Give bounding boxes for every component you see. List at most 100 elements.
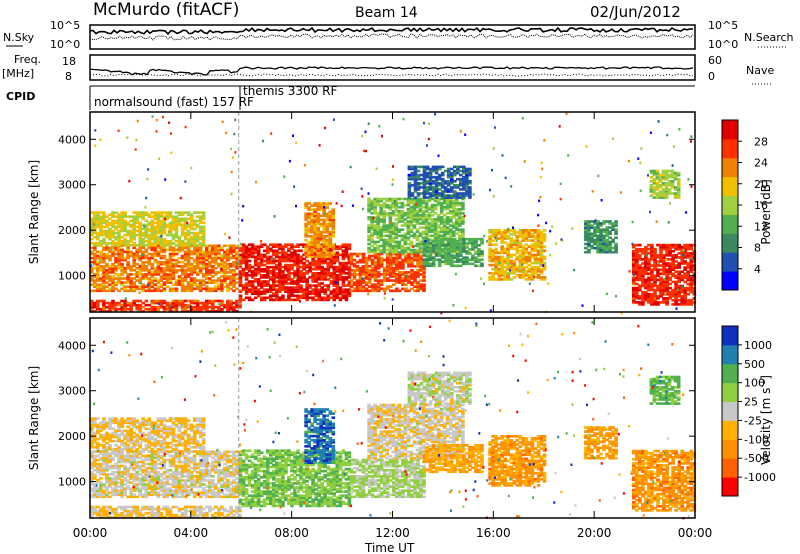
power-echo-region xyxy=(367,197,465,254)
y-tick-label: 3000 xyxy=(58,385,86,398)
y-tick-label: 4000 xyxy=(58,339,86,352)
power-echo-region xyxy=(422,237,484,268)
velocity-echo-region xyxy=(407,371,472,405)
nsearch-tick-top: 10^5 xyxy=(708,19,738,32)
power-echo-region xyxy=(349,252,426,293)
nsky-tick-top: 10^5 xyxy=(50,19,80,32)
nsearch-trace xyxy=(89,33,694,41)
colorbar-swatch xyxy=(722,157,738,178)
velocity-echo-region xyxy=(632,449,697,512)
velocity-colorbar: 1000 500 100 25 -25 -100 -500 -1000 xyxy=(721,325,776,497)
power-echo-region xyxy=(90,244,242,293)
velocity-scatter-echoes xyxy=(90,319,692,520)
freq-tick-top: 18 xyxy=(62,55,76,68)
velocity-echo-region xyxy=(90,450,242,499)
colorbar-tick-label: 12 xyxy=(754,220,768,233)
y-tick-label: 2000 xyxy=(58,224,86,237)
colorbar-swatch xyxy=(722,214,738,234)
nave-label: Nave xyxy=(746,64,774,77)
x-tick-label: 00:00 xyxy=(678,526,713,540)
power-echo-region xyxy=(304,202,336,258)
colorbar-tick-label: 8 xyxy=(754,242,761,255)
power-colorbar: 28 24 20 16 12 8 4 xyxy=(721,119,768,291)
time-axis-label: Time UT xyxy=(364,541,415,554)
nsky-traces xyxy=(89,26,694,41)
cpid-mode-2: themis 3300 RF xyxy=(243,84,337,98)
nsky-tick-bottom: 10^0 xyxy=(50,38,80,51)
velocity-colorbar-label: Velocity [m s-1] xyxy=(758,375,773,465)
beam-title: Beam 14 xyxy=(355,5,418,21)
time-axis: 00:00 04:00 08:00 12:00 16:00 20:00 00:00 xyxy=(73,112,713,540)
velocity-echo-region xyxy=(349,458,426,499)
colorbar-swatch xyxy=(722,252,738,272)
x-tick-label: 04:00 xyxy=(174,526,209,540)
colorbar-tick-label: 100 xyxy=(744,377,765,390)
power-scatter-echoes xyxy=(90,112,695,315)
y-tick-label: 4000 xyxy=(58,133,86,146)
colorbar-tick-label: 1000 xyxy=(744,339,772,352)
y-tick-label: 1000 xyxy=(58,476,86,489)
freq-tick-bottom: 8 xyxy=(65,70,72,83)
power-echo-region xyxy=(90,211,206,247)
nave-tick-top: 60 xyxy=(708,54,722,67)
colorbar-swatch xyxy=(722,477,738,497)
power-panel: 1000 2000 3000 4000 Slant Range [km] 28 24 20… xyxy=(27,111,773,315)
velocity-echo-region xyxy=(649,375,681,405)
velocity-y-axis: 1000 2000 3000 4000 xyxy=(58,339,695,489)
colorbar-swatch xyxy=(722,233,738,253)
colorbar-swatch xyxy=(722,420,738,440)
colorbar-tick-label: 24 xyxy=(754,157,768,170)
colorbar-swatch xyxy=(722,176,738,197)
power-echo-region xyxy=(488,229,547,281)
colorbar-swatch xyxy=(722,382,738,403)
nave-trace xyxy=(89,73,694,77)
colorbar-tick-label: 500 xyxy=(744,358,765,371)
colorbar-swatch xyxy=(722,439,738,459)
velocity-echo-region xyxy=(90,505,242,519)
power-echo-region xyxy=(649,169,681,199)
colorbar-swatch xyxy=(722,271,738,291)
freq-panel: Freq. [MHz] 18 8 60 0 Nave xyxy=(2,53,774,85)
x-tick-label: 08:00 xyxy=(274,526,309,540)
y-tick-label: 2000 xyxy=(58,430,86,443)
colorbar-swatch xyxy=(722,458,738,478)
colorbar-swatch xyxy=(722,138,738,159)
colorbar-swatch xyxy=(722,120,738,140)
velocity-echo-region xyxy=(488,435,547,487)
x-tick-label: 12:00 xyxy=(375,526,410,540)
velocity-echo-region xyxy=(584,426,618,460)
station-title: McMurdo (fitACF) xyxy=(93,0,239,20)
cpid-label: CPID xyxy=(6,90,35,103)
colorbar-swatch xyxy=(722,195,738,215)
colorbar-tick-label: 28 xyxy=(754,135,768,148)
velocity-echo-region xyxy=(238,449,352,508)
power-echo-region xyxy=(632,243,697,306)
colorbar-tick-label: 16 xyxy=(754,199,768,212)
freq-label: Freq. xyxy=(14,53,41,66)
colorbar-swatch xyxy=(722,344,738,365)
freq-unit: [MHz] xyxy=(2,67,34,80)
colorbar-tick-label: -500 xyxy=(744,452,769,465)
power-ylabel: Slant Range [km] xyxy=(27,160,41,264)
x-tick-label: 16:00 xyxy=(476,526,511,540)
freq-traces xyxy=(89,66,694,77)
nave-tick-bottom: 0 xyxy=(708,70,715,83)
nsky-trace xyxy=(89,26,694,36)
colorbar-swatch xyxy=(722,401,738,421)
power-echoes xyxy=(90,112,697,315)
velocity-echo-region xyxy=(90,417,206,453)
velocity-panel: 1000 2000 3000 4000 Slant Range [km] 1000 50… xyxy=(27,317,776,520)
colorbar-tick-label: -100 xyxy=(744,433,769,446)
velocity-echoes xyxy=(90,318,697,520)
colorbar-tick-label: -1000 xyxy=(744,471,776,484)
y-tick-label: 1000 xyxy=(58,270,86,283)
cpid-panel: CPID normalsound (fast) 157 RF themis 33… xyxy=(6,84,695,110)
colorbar-tick-label: 20 xyxy=(754,178,768,191)
date-title: 02/Jun/2012 xyxy=(590,3,681,21)
power-echo-region xyxy=(90,299,242,313)
power-echo-region xyxy=(407,165,472,199)
nsearch-label: N.Search xyxy=(744,31,794,44)
colorbar-tick-label: 4 xyxy=(754,263,761,276)
velocity-echo-region xyxy=(422,443,484,474)
